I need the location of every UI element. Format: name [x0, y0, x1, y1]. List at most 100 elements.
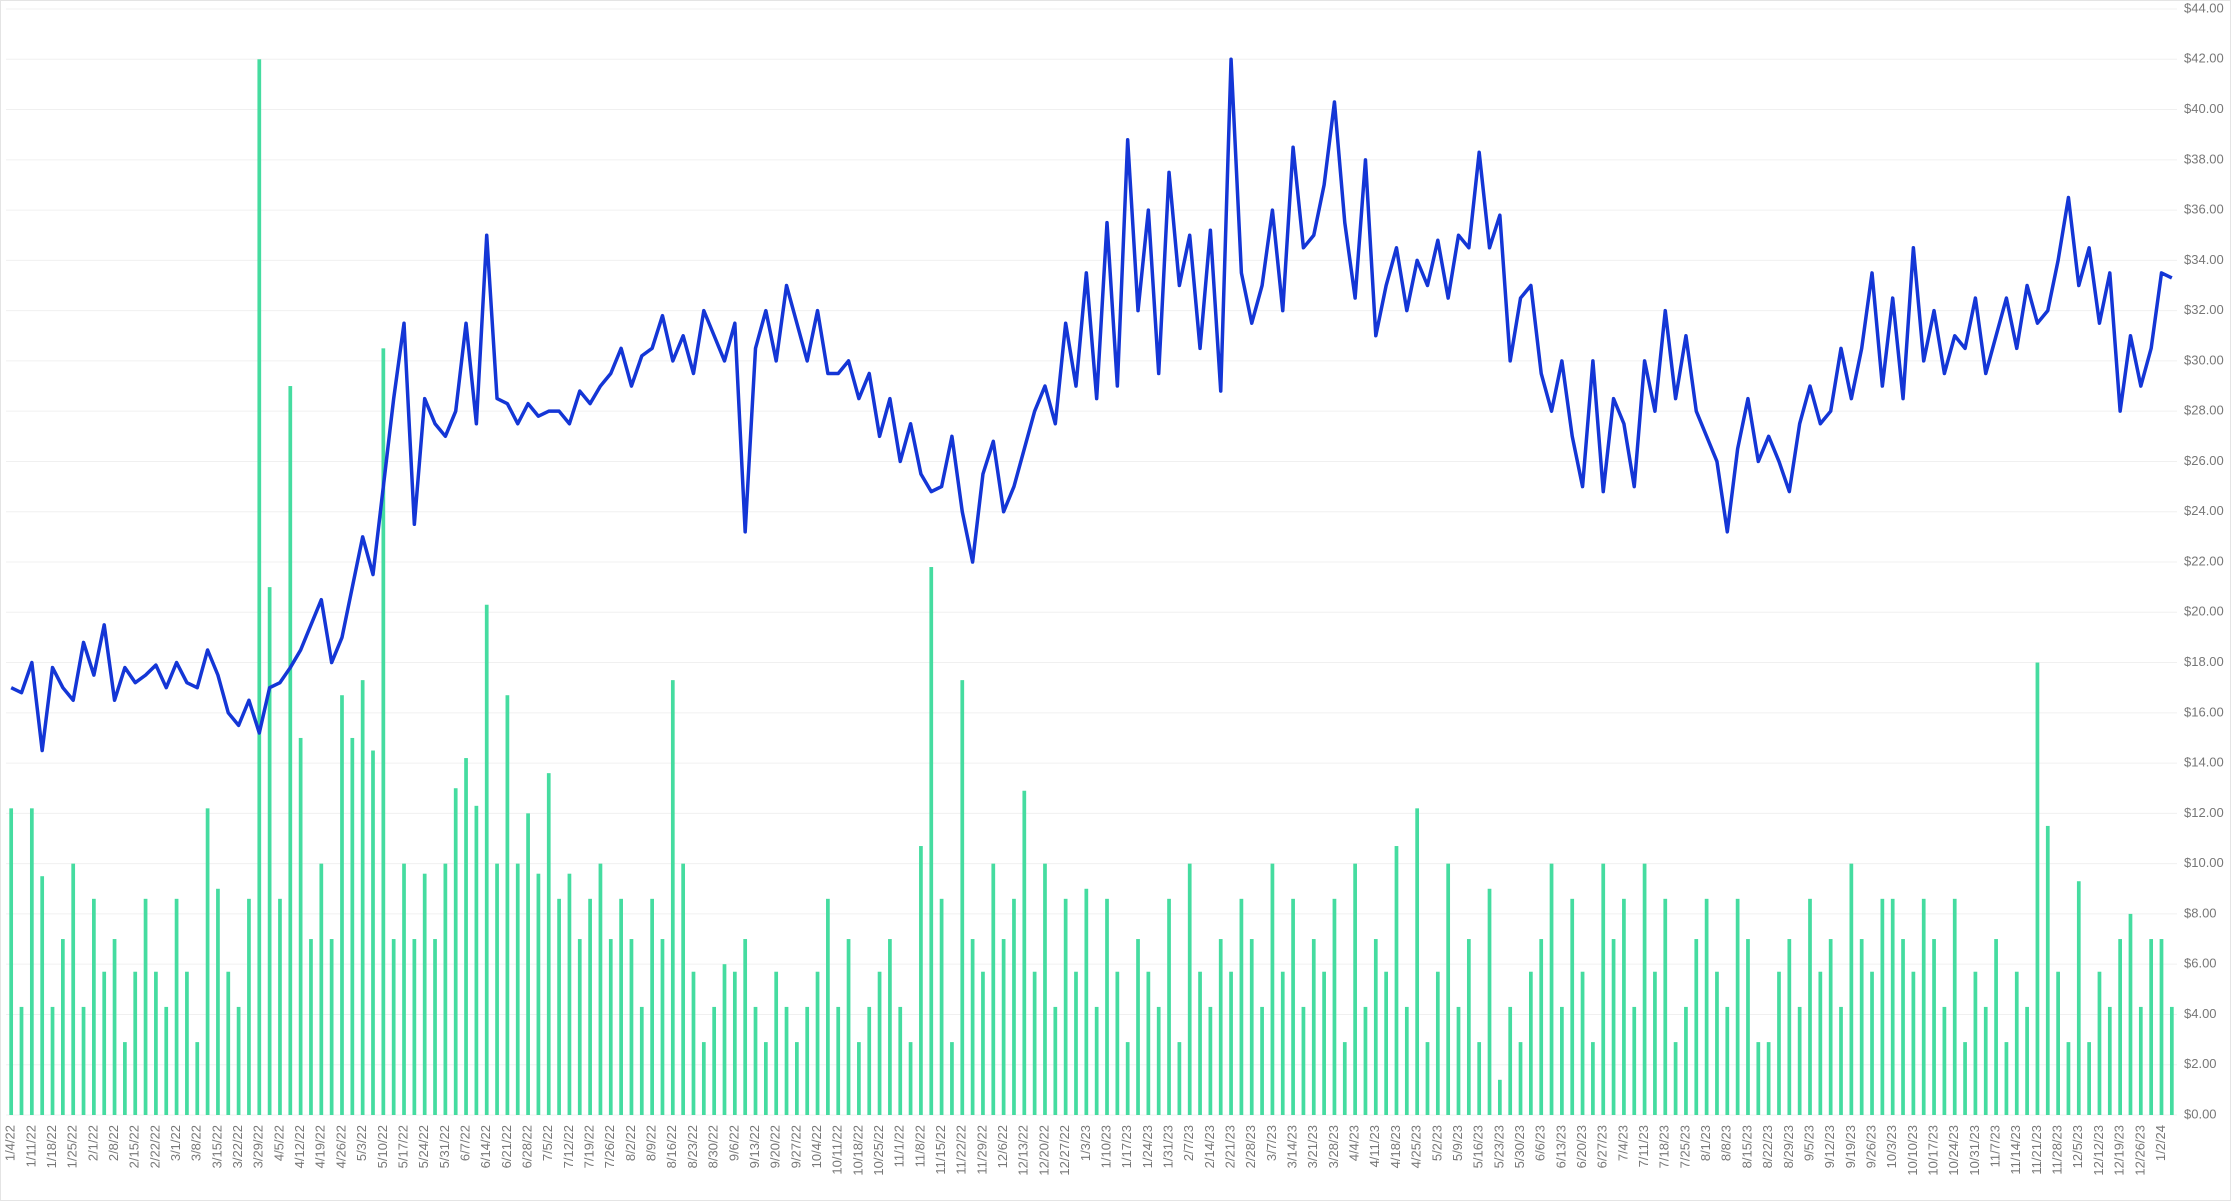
bar	[557, 898, 561, 1115]
y-tick-label: $44.00	[2184, 0, 2224, 15]
bar	[495, 863, 499, 1115]
bar	[1694, 939, 1699, 1115]
x-tick-label: 11/7/23	[1988, 1125, 2003, 1167]
x-tick-label: 1/31/23	[1160, 1125, 1175, 1168]
x-tick-label: 2/28/23	[1243, 1125, 1258, 1168]
bar	[846, 939, 851, 1115]
bar	[670, 680, 675, 1115]
x-tick-label: 4/25/23	[1409, 1125, 1424, 1168]
y-tick-label: $10.00	[2184, 855, 2224, 870]
bar	[9, 808, 14, 1115]
bar	[1735, 898, 1740, 1115]
bar	[2118, 939, 2123, 1115]
bar	[1560, 1006, 1564, 1115]
bar	[1777, 971, 1781, 1115]
bar	[1839, 1006, 1843, 1115]
y-tick-label: $2.00	[2184, 1056, 2217, 1071]
bar	[1622, 898, 1626, 1115]
bar	[1001, 939, 1006, 1115]
bar	[2045, 825, 2050, 1115]
bar	[2014, 971, 2019, 1115]
bar	[1177, 1042, 1182, 1115]
x-tick-label: 9/12/23	[1822, 1125, 1837, 1168]
x-tick-label: 12/13/22	[1016, 1125, 1031, 1176]
bar	[1094, 1006, 1099, 1115]
bar	[143, 898, 148, 1115]
bar	[1146, 971, 1151, 1115]
bar	[1167, 898, 1171, 1115]
bar	[1828, 939, 1833, 1115]
x-tick-label: 5/23/23	[1491, 1125, 1506, 1168]
bar	[278, 898, 282, 1115]
bar	[1280, 971, 1285, 1115]
x-tick-label: 9/27/22	[788, 1125, 803, 1168]
x-tick-label: 7/25/23	[1677, 1125, 1692, 1168]
bar	[1797, 1006, 1802, 1115]
bar	[732, 971, 737, 1115]
bar	[298, 737, 303, 1115]
bar	[1218, 939, 1223, 1115]
bar	[29, 808, 34, 1115]
y-tick-label: $6.00	[2184, 956, 2217, 971]
bar	[1880, 898, 1885, 1115]
x-tick-label: 6/14/22	[478, 1125, 493, 1168]
y-tick-label: $14.00	[2184, 755, 2224, 770]
bar	[185, 971, 189, 1115]
bar	[1032, 971, 1037, 1115]
x-tick-label: 11/21/23	[2029, 1125, 2044, 1175]
bar	[505, 695, 510, 1115]
bar	[1632, 1006, 1637, 1115]
bar	[60, 939, 65, 1115]
bar	[1198, 971, 1202, 1115]
bar	[1611, 939, 1616, 1115]
bar	[360, 680, 365, 1115]
y-tick-label: $4.00	[2184, 1006, 2217, 1021]
bar	[1518, 1042, 1523, 1115]
bar	[1787, 939, 1792, 1115]
y-tick-label: $18.00	[2184, 654, 2224, 669]
bar	[608, 939, 613, 1115]
y-tick-label: $40.00	[2184, 101, 2224, 116]
x-tick-label: 12/6/22	[995, 1125, 1010, 1168]
bar	[815, 971, 820, 1115]
x-tick-label: 3/14/23	[1285, 1125, 1300, 1168]
bar	[784, 1006, 789, 1115]
bar	[1239, 898, 1244, 1115]
bar	[371, 750, 375, 1115]
bar	[309, 939, 313, 1115]
bar	[1963, 1042, 1967, 1115]
y-tick-label: $30.00	[2184, 352, 2224, 367]
x-tick-label: 5/24/22	[416, 1125, 431, 1168]
x-tick-label: 3/28/23	[1326, 1125, 1341, 1168]
y-tick-label: $0.00	[2184, 1106, 2217, 1121]
x-tick-label: 6/21/22	[499, 1125, 514, 1168]
bar	[236, 1006, 241, 1115]
x-tick-label: 12/19/23	[2112, 1125, 2127, 1176]
bar	[991, 863, 996, 1115]
bar	[1983, 1006, 1988, 1115]
bar	[774, 971, 779, 1115]
bar	[1766, 1042, 1771, 1115]
x-tick-label: 12/20/22	[1036, 1125, 1051, 1176]
bar	[515, 863, 520, 1115]
bar	[102, 971, 107, 1115]
bar	[1684, 1006, 1688, 1115]
bar	[288, 386, 293, 1116]
x-tick-label: 8/15/23	[1739, 1125, 1754, 1168]
bar	[1890, 898, 1895, 1115]
bar	[81, 1006, 86, 1115]
bar	[1373, 939, 1378, 1115]
x-tick-label: 5/30/23	[1512, 1125, 1527, 1168]
bar	[753, 1006, 758, 1115]
bar	[857, 1042, 861, 1115]
x-tick-label: 6/6/23	[1533, 1125, 1548, 1161]
bar	[1932, 939, 1936, 1115]
bar	[950, 1042, 954, 1115]
bar	[526, 813, 530, 1115]
bar	[1746, 939, 1750, 1115]
x-tick-label: 9/26/23	[1863, 1125, 1878, 1168]
x-tick-label: 3/29/22	[251, 1125, 266, 1168]
bar	[2149, 939, 2154, 1115]
y-tick-label: $8.00	[2184, 905, 2217, 920]
